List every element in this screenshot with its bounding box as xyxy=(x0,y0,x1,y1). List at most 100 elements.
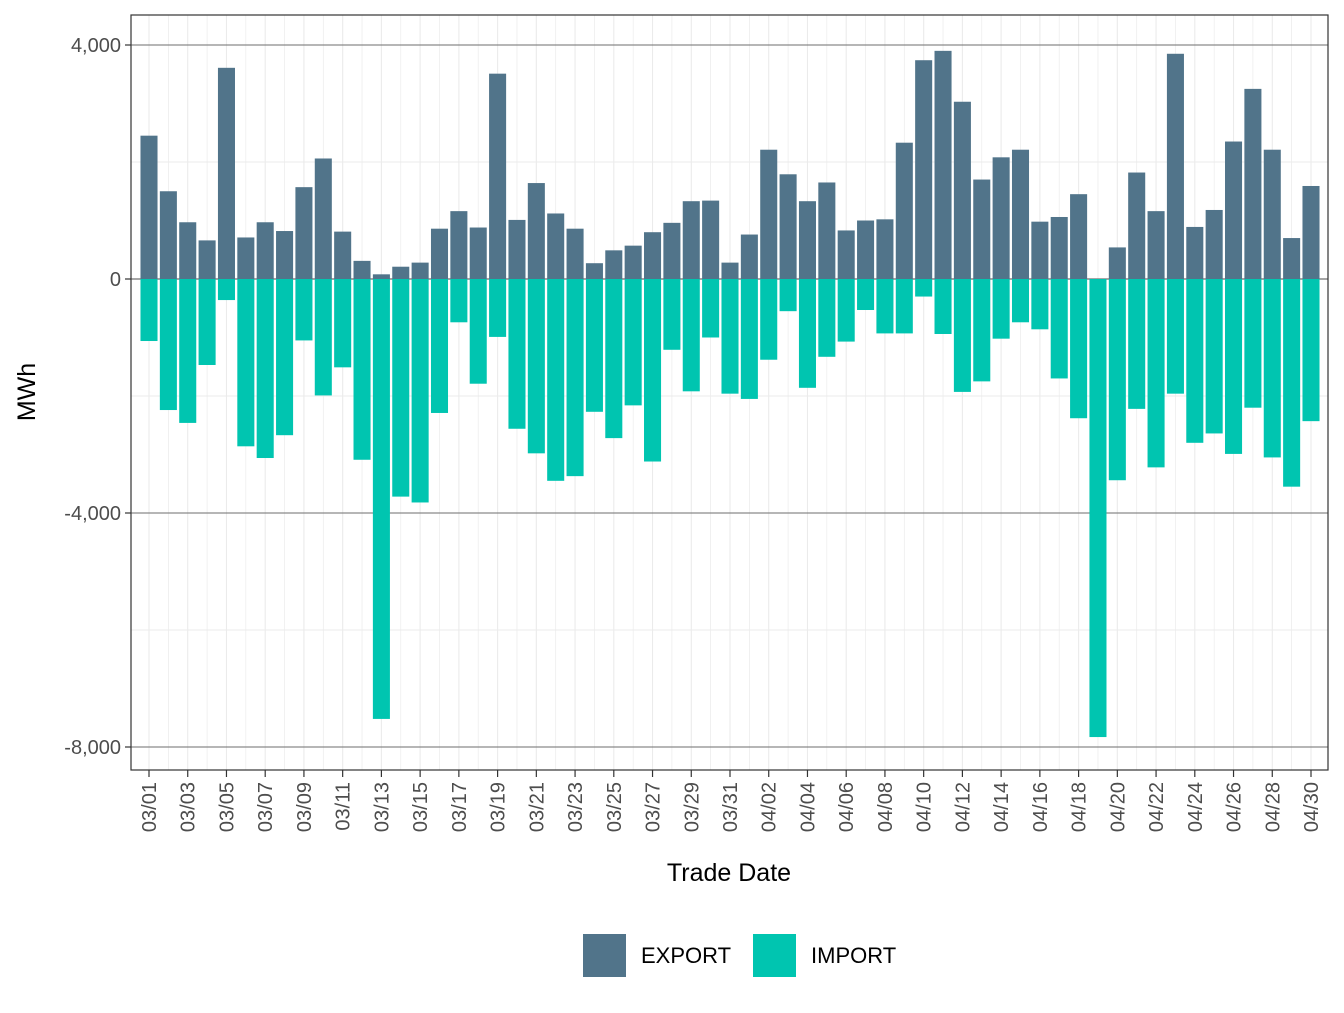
bar-export-03-19 xyxy=(489,73,507,279)
bar-export-03-29 xyxy=(682,201,700,279)
bar-export-04-12 xyxy=(953,101,971,280)
bar-import-04-24 xyxy=(1186,279,1204,443)
x-axis: 03/01 03/03 03/05 03/07 03/09 03/11 03/13 03/15… xyxy=(139,770,1323,832)
bar-export-03-09 xyxy=(295,187,313,279)
bar-export-04-02 xyxy=(760,149,778,279)
bar-import-04-01 xyxy=(740,279,758,399)
bar-export-03-14 xyxy=(392,266,410,279)
x-tick-label: 04/10 xyxy=(914,782,936,832)
bar-import-03-24 xyxy=(585,279,603,412)
bars xyxy=(140,50,1320,738)
x-tick-label: 03/09 xyxy=(294,782,316,832)
bar-export-03-16 xyxy=(430,228,449,279)
bar-export-03-02 xyxy=(159,191,177,279)
bar-export-03-25 xyxy=(605,250,623,279)
bar-export-03-12 xyxy=(353,260,371,279)
bar-import-03-27 xyxy=(644,279,662,462)
bar-import-03-29 xyxy=(682,279,700,392)
bar-import-03-31 xyxy=(721,279,739,394)
y-axis: 4,000 0 -4,000 -8,000 xyxy=(64,35,131,759)
bar-import-03-03 xyxy=(179,279,197,423)
bar-import-04-21 xyxy=(1128,279,1146,409)
x-tick-label: 04/14 xyxy=(991,782,1013,832)
bar-import-03-09 xyxy=(295,279,313,341)
x-tick-label: 04/18 xyxy=(1069,782,1091,832)
bar-export-03-08 xyxy=(276,231,294,279)
bar-export-03-26 xyxy=(624,245,642,279)
bar-import-04-26 xyxy=(1225,279,1243,454)
bar-export-03-18 xyxy=(469,227,487,279)
bar-export-04-10 xyxy=(915,60,933,280)
bar-export-03-30 xyxy=(702,200,720,279)
bar-export-04-06 xyxy=(837,230,855,279)
bar-export-04-16 xyxy=(1031,221,1049,279)
bar-export-03-17 xyxy=(450,211,468,279)
bar-export-04-05 xyxy=(818,182,836,279)
bar-export-04-26 xyxy=(1225,141,1243,279)
bar-import-04-10 xyxy=(915,279,933,297)
bar-export-04-20 xyxy=(1108,247,1126,279)
x-tick-label: 03/31 xyxy=(720,782,742,832)
bar-export-03-01 xyxy=(140,135,158,279)
bar-import-04-23 xyxy=(1166,279,1184,394)
x-axis-title: Trade Date xyxy=(667,859,791,887)
x-tick-label: 03/19 xyxy=(488,782,510,832)
bar-export-03-28 xyxy=(663,222,681,279)
bar-import-03-22 xyxy=(547,279,565,481)
bar-export-03-05 xyxy=(217,67,235,279)
bar-import-03-06 xyxy=(237,279,255,447)
bar-export-03-03 xyxy=(179,222,197,279)
bar-import-03-13 xyxy=(372,279,390,719)
bar-export-03-31 xyxy=(721,262,739,279)
bar-import-03-08 xyxy=(276,279,294,436)
bar-import-03-21 xyxy=(527,279,545,454)
x-tick-label: 04/26 xyxy=(1224,782,1246,832)
x-tick-label: 04/02 xyxy=(759,782,781,832)
bar-import-04-15 xyxy=(1011,279,1030,323)
bar-import-03-14 xyxy=(392,279,410,497)
x-tick-label: 03/25 xyxy=(604,782,626,832)
bar-import-03-18 xyxy=(469,279,487,384)
bar-export-04-15 xyxy=(1011,149,1030,279)
bar-import-03-17 xyxy=(450,279,468,323)
x-tick-label: 03/07 xyxy=(255,782,277,832)
bar-export-04-17 xyxy=(1050,216,1068,279)
bar-import-04-05 xyxy=(818,279,836,357)
bar-import-04-19 xyxy=(1089,279,1107,738)
x-tick-label: 03/17 xyxy=(449,782,471,832)
bar-export-03-15 xyxy=(411,262,429,279)
y-axis-title: MWh xyxy=(13,363,41,421)
bar-import-04-30 xyxy=(1302,279,1320,422)
bar-export-04-09 xyxy=(895,142,913,279)
bar-import-03-01 xyxy=(140,279,158,342)
bar-export-04-11 xyxy=(934,50,952,279)
bar-export-04-14 xyxy=(992,157,1010,279)
x-tick-label: 04/08 xyxy=(875,782,897,832)
bar-export-03-11 xyxy=(334,231,352,279)
bar-export-04-22 xyxy=(1147,211,1165,279)
y-tick-label: 4,000 xyxy=(71,35,121,57)
legend-label-export: EXPORT xyxy=(641,943,731,968)
bar-export-03-22 xyxy=(547,213,565,279)
x-tick-label: 03/13 xyxy=(371,782,393,832)
bar-import-03-26 xyxy=(624,279,642,406)
bar-import-04-09 xyxy=(895,279,913,334)
bar-export-04-24 xyxy=(1186,226,1204,279)
bar-export-03-04 xyxy=(198,240,216,279)
x-tick-label: 03/29 xyxy=(681,782,703,832)
bar-import-04-03 xyxy=(779,279,797,312)
bar-export-04-18 xyxy=(1070,194,1088,279)
bar-export-04-03 xyxy=(779,174,797,279)
x-tick-label: 03/05 xyxy=(216,782,238,832)
bar-export-03-24 xyxy=(585,263,603,279)
bar-import-04-17 xyxy=(1050,279,1068,379)
bar-import-04-29 xyxy=(1283,279,1301,487)
x-tick-label: 03/23 xyxy=(565,782,587,832)
bar-import-04-20 xyxy=(1108,279,1126,481)
bar-import-03-05 xyxy=(217,279,235,301)
x-tick-label: 04/06 xyxy=(836,782,858,832)
bar-export-04-30 xyxy=(1302,185,1320,279)
x-tick-label: 03/15 xyxy=(410,782,432,832)
bar-import-03-23 xyxy=(566,279,584,477)
bar-export-03-23 xyxy=(566,228,584,279)
